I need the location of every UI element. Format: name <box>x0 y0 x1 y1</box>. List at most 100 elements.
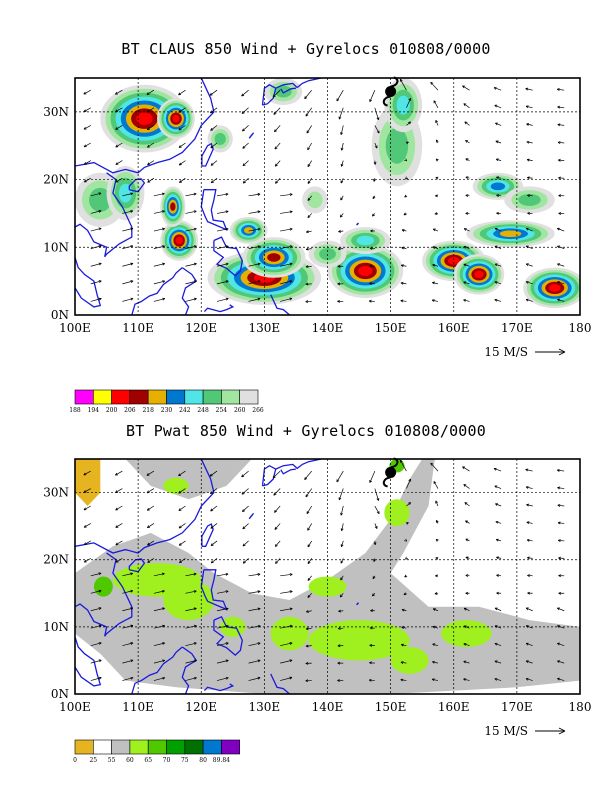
wind-arrow <box>274 505 281 513</box>
wind-arrow <box>557 660 560 663</box>
wind-arrow <box>400 300 407 302</box>
wind-arrow <box>274 523 281 530</box>
wind-arrow <box>305 265 312 268</box>
coastline <box>181 267 198 315</box>
wind-arrow <box>374 488 379 501</box>
wind-arrow <box>373 542 377 546</box>
wind-arrow <box>557 522 565 524</box>
wind-arrow <box>248 298 261 302</box>
wind-arrow <box>242 128 245 132</box>
wind-arrow <box>274 543 278 547</box>
wind-arrow <box>216 590 229 594</box>
wind-arrow <box>462 466 466 470</box>
coastline <box>203 683 235 692</box>
wind-arrow <box>307 164 311 167</box>
wind-arrow <box>210 180 214 184</box>
wind-arrow <box>115 127 119 130</box>
wind-arrow <box>272 470 281 479</box>
wind-arrow <box>340 544 344 548</box>
wind-arrow <box>494 485 498 489</box>
reference-vector-label: 15 M/S <box>484 724 528 738</box>
wind-arrow <box>274 526 278 530</box>
wind-arrow <box>435 556 439 560</box>
wind-arrow <box>216 625 229 629</box>
reference-vector-arrow <box>558 727 566 735</box>
wind-arrow <box>463 246 470 249</box>
wind-arrow <box>115 470 123 476</box>
wind-arrow <box>98 209 102 213</box>
colorbar-swatch <box>111 739 131 755</box>
wind-arrow <box>557 486 561 490</box>
wind-arrow <box>403 212 407 216</box>
lon-tick-label: 170E <box>501 700 533 714</box>
wind-arrow <box>370 609 373 613</box>
colorbar-label: 80 <box>199 757 207 764</box>
wind-arrow <box>147 177 155 183</box>
wind-arrow <box>557 504 565 507</box>
wind-arrow <box>241 470 249 478</box>
cloud-blob <box>172 114 180 123</box>
wind-arrow <box>493 468 502 472</box>
wind-arrow <box>115 142 123 148</box>
wind-arrow <box>147 179 151 183</box>
colorbar-swatch <box>239 389 259 405</box>
wind-arrow <box>465 176 469 180</box>
pwat-panel: BT Pwat 850 Wind + Gyrelocs 010808/0000 … <box>0 420 612 792</box>
pwat-region <box>93 576 113 597</box>
coastline <box>275 459 322 470</box>
colorbar-label: 194 <box>88 407 100 414</box>
wind-arrow <box>289 573 293 577</box>
wind-arrow <box>162 227 165 231</box>
wind-arrow <box>115 179 119 183</box>
wind-arrow <box>216 642 229 646</box>
colorbar-swatch <box>93 739 112 755</box>
colorbar-swatch <box>74 389 94 405</box>
wind-arrow <box>225 572 229 576</box>
wind-arrow <box>162 297 166 301</box>
pwat-region <box>125 459 252 500</box>
wind-arrow <box>340 505 344 516</box>
wind-arrow <box>178 145 182 148</box>
wind-arrow <box>338 610 344 612</box>
wind-arrow <box>525 105 529 109</box>
wind-arrow <box>340 528 344 532</box>
wind-arrow <box>374 107 379 120</box>
map-border <box>74 458 581 695</box>
wind-arrow <box>465 211 469 215</box>
wind-arrow <box>272 94 276 98</box>
coastline <box>75 636 102 687</box>
wind-arrow <box>209 470 218 477</box>
wind-arrow <box>494 104 498 108</box>
wind-arrow <box>526 123 530 126</box>
wind-arrow <box>90 192 102 197</box>
lat-tick-label: 0N <box>51 308 69 322</box>
wind-arrow <box>275 180 278 184</box>
wind-arrow <box>341 142 344 151</box>
wind-arrow <box>153 677 165 681</box>
colorbar-label: 25 <box>89 757 97 764</box>
wind-arrow <box>241 491 245 495</box>
wind-arrow <box>225 297 229 301</box>
lon-tick-label: 160E <box>438 321 470 335</box>
wind-arrow <box>274 146 278 150</box>
wind-arrow <box>434 591 438 595</box>
wind-arrow <box>248 625 261 629</box>
cloud-blob <box>214 132 226 145</box>
wind-arrow <box>373 161 377 165</box>
wind-arrow <box>465 139 469 143</box>
wind-arrow <box>430 462 439 472</box>
wind-arrow <box>248 591 261 594</box>
wind-arrow <box>494 660 502 664</box>
wind-arrow <box>463 103 470 109</box>
wind-arrow <box>431 678 435 682</box>
wind-arrow <box>557 245 560 249</box>
wind-arrow <box>558 176 561 180</box>
wind-arrow <box>376 130 380 134</box>
wind-arrow <box>496 539 502 542</box>
wind-arrow <box>242 543 246 547</box>
wind-arrow <box>210 508 214 512</box>
colorbar-swatch <box>166 389 186 405</box>
wind-arrow <box>495 140 499 144</box>
wind-arrow <box>557 263 560 266</box>
